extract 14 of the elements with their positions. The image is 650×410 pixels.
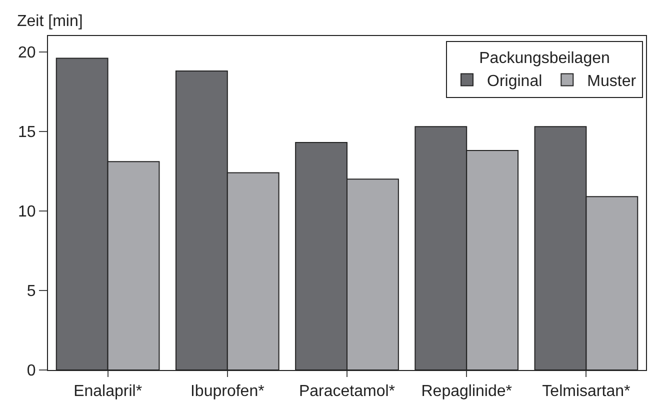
x-tick-label: Telmisartan*	[542, 383, 630, 400]
legend-label: Muster	[587, 72, 637, 90]
y-tick-label: 20	[18, 44, 36, 62]
y-tick-label: 10	[18, 204, 36, 221]
y-tick-label: 5	[26, 283, 36, 300]
legend-title: Packungsbeilagen	[479, 50, 610, 67]
legend-label: Original	[487, 72, 542, 90]
y-axis-title: Zeit [min]	[17, 13, 83, 30]
x-tick-label: Paracetamol*	[298, 383, 396, 400]
x-tick-label: Enalapril*	[74, 383, 142, 400]
y-tick-label: 15	[18, 124, 36, 142]
x-tick-label: Ibuprofen*	[190, 383, 264, 400]
y-tick-label: 0	[26, 362, 36, 380]
x-tick-label: Repaglinide*	[421, 383, 512, 400]
